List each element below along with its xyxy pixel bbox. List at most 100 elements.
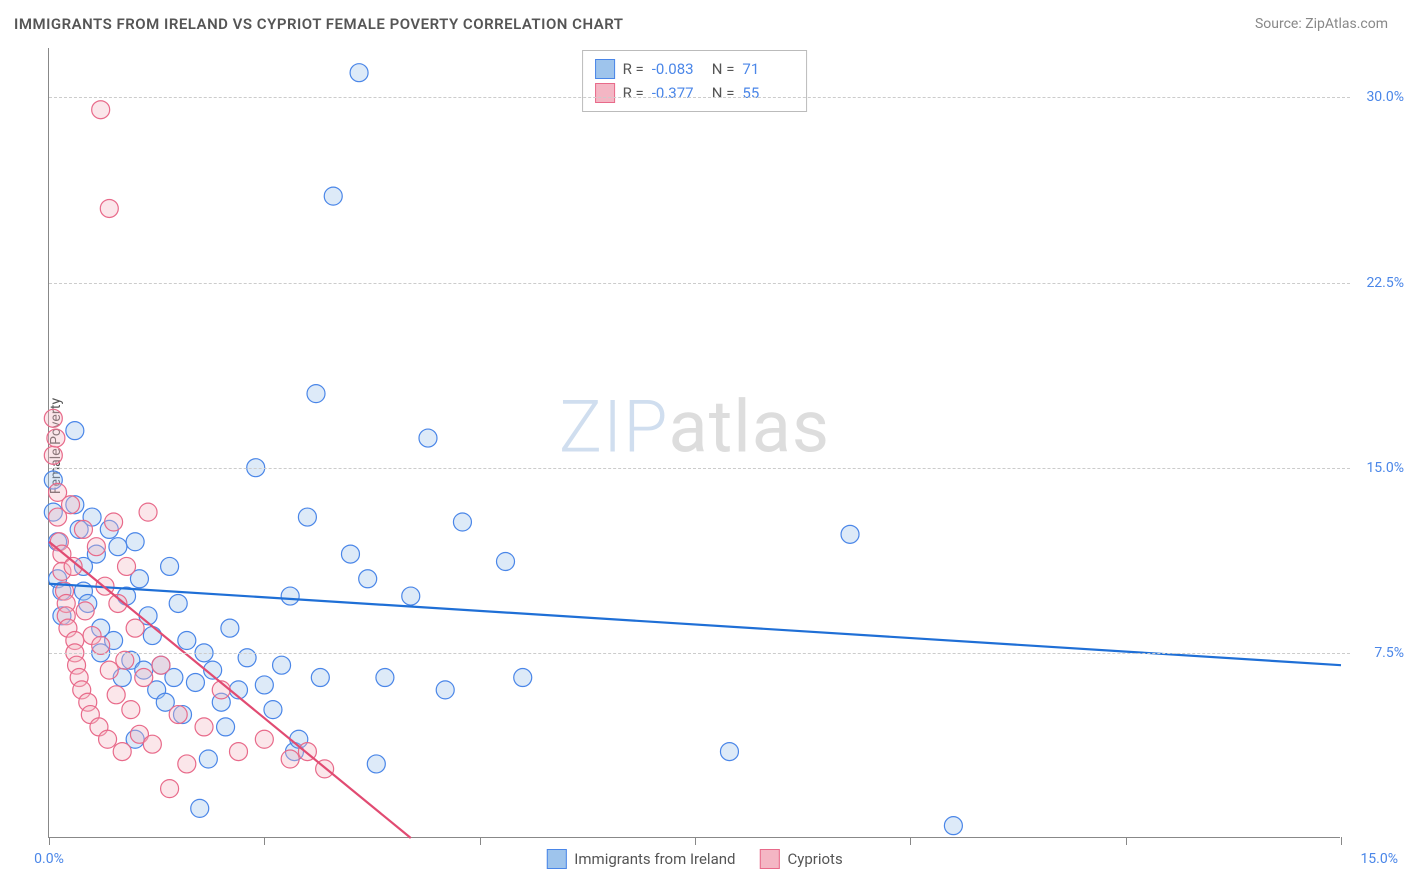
chart-header: IMMIGRANTS FROM IRELAND VS CYPRIOT FEMAL…: [0, 0, 1406, 40]
scatter-point: [402, 587, 420, 605]
scatter-point: [298, 508, 316, 526]
scatter-point: [152, 656, 170, 674]
y-tick-label: 7.5%: [1374, 645, 1404, 661]
scatter-point: [178, 632, 196, 650]
scatter-point: [161, 557, 179, 575]
scatter-point: [178, 755, 196, 773]
scatter-point: [143, 627, 161, 645]
scatter-svg: [49, 48, 1340, 837]
scatter-point: [143, 735, 161, 753]
legend-swatch: [595, 83, 615, 103]
source-label: Source: ZipAtlas.com: [1255, 16, 1388, 32]
scatter-point: [720, 743, 738, 761]
n-value: 55: [742, 81, 794, 105]
x-tick: [1341, 837, 1342, 845]
r-label: R =: [623, 57, 644, 81]
scatter-point: [161, 780, 179, 798]
scatter-point: [118, 557, 136, 575]
scatter-point: [100, 199, 118, 217]
scatter-point: [281, 750, 299, 768]
scatter-point: [74, 520, 92, 538]
scatter-point: [221, 619, 239, 637]
n-label: N =: [712, 81, 735, 105]
scatter-point: [217, 718, 235, 736]
scatter-point: [44, 446, 62, 464]
scatter-point: [376, 669, 394, 687]
chart-title: IMMIGRANTS FROM IRELAND VS CYPRIOT FEMAL…: [14, 15, 624, 33]
trend-line: [49, 542, 411, 838]
scatter-point: [841, 525, 859, 543]
x-tick: [264, 837, 265, 845]
scatter-point: [66, 422, 84, 440]
scatter-point: [324, 187, 342, 205]
r-label: R =: [623, 81, 644, 105]
scatter-point: [255, 676, 273, 694]
x-tick: [695, 837, 696, 845]
scatter-point: [419, 429, 437, 447]
x-tick: [49, 837, 50, 845]
scatter-point: [87, 538, 105, 556]
scatter-point: [92, 636, 110, 654]
scatter-point: [109, 538, 127, 556]
scatter-point: [99, 730, 117, 748]
scatter-point: [105, 513, 123, 531]
scatter-point: [191, 799, 209, 817]
scatter-point: [135, 669, 153, 687]
scatter-point: [126, 619, 144, 637]
y-tick-label: 22.5%: [1366, 275, 1404, 291]
r-value: -0.083: [652, 57, 704, 81]
legend-item: Cypriots: [759, 849, 842, 869]
scatter-point: [100, 661, 118, 679]
scatter-point: [514, 669, 532, 687]
scatter-point: [367, 755, 385, 773]
scatter-point: [199, 750, 217, 768]
stats-legend-row: R = -0.377 N = 55: [595, 81, 795, 105]
scatter-point: [311, 669, 329, 687]
scatter-point: [126, 533, 144, 551]
legend-label: Immigrants from Ireland: [574, 850, 735, 868]
gridline: [49, 468, 1350, 469]
scatter-point: [281, 587, 299, 605]
y-tick-label: 30.0%: [1366, 89, 1404, 105]
scatter-point: [264, 701, 282, 719]
scatter-point: [944, 817, 962, 835]
legend-item: Immigrants from Ireland: [546, 849, 735, 869]
scatter-point: [169, 706, 187, 724]
scatter-point: [350, 64, 368, 82]
gridline: [49, 97, 1350, 98]
y-tick-label: 15.0%: [1366, 460, 1404, 476]
scatter-point: [76, 602, 94, 620]
stats-legend-row: R =-0.083N =71: [595, 57, 795, 81]
r-value: -0.377: [652, 81, 704, 105]
stats-legend: R =-0.083N =71R =-0.377N =55: [582, 50, 808, 112]
scatter-point: [195, 718, 213, 736]
x-tick: [910, 837, 911, 845]
scatter-point: [92, 101, 110, 119]
x-tick: [1126, 837, 1127, 845]
scatter-point: [186, 673, 204, 691]
n-label: N =: [712, 57, 735, 81]
scatter-point: [47, 429, 65, 447]
legend-label: Cypriots: [787, 850, 842, 868]
scatter-point: [307, 385, 325, 403]
scatter-point: [113, 743, 131, 761]
legend-swatch: [759, 849, 779, 869]
series-legend: Immigrants from Ireland Cypriots: [546, 849, 842, 869]
x-origin-label: 0.0%: [34, 851, 64, 867]
scatter-point: [139, 503, 157, 521]
x-tick: [480, 837, 481, 845]
scatter-point: [229, 743, 247, 761]
legend-swatch: [595, 59, 615, 79]
plot-area: ZIPatlas R =-0.083N =71R =-0.377N =55 Im…: [48, 48, 1340, 838]
scatter-point: [436, 681, 454, 699]
scatter-point: [238, 649, 256, 667]
gridline: [49, 653, 1350, 654]
scatter-point: [255, 730, 273, 748]
scatter-point: [453, 513, 471, 531]
scatter-point: [62, 496, 80, 514]
scatter-point: [273, 656, 291, 674]
legend-swatch: [546, 849, 566, 869]
scatter-point: [341, 545, 359, 563]
scatter-point: [122, 701, 140, 719]
x-max-label: 15.0%: [1360, 851, 1398, 867]
